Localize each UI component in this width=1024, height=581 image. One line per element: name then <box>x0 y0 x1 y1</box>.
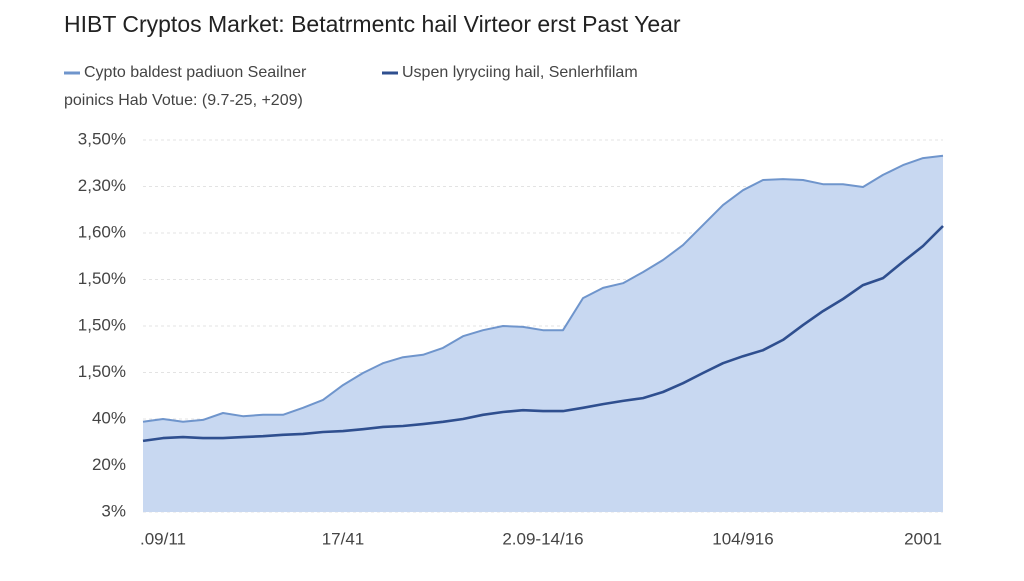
x-tick-label: 2001 <box>904 529 942 548</box>
x-tick-label: .09/11 <box>140 529 186 548</box>
y-tick-label: 1,50% <box>78 315 126 334</box>
y-tick-label: 2,30% <box>78 176 126 195</box>
line <box>142 154 944 423</box>
y-tick-label: 20% <box>92 455 126 474</box>
y-tick-label: 3% <box>101 501 126 520</box>
x-tick-label: 17/41 <box>322 529 365 548</box>
chart-subtitle: poinics Hab Votue: (9.7-25, +209) <box>64 92 303 109</box>
chart-title: HIBT Cryptos Market: Betatrmentc hail Vi… <box>64 11 681 37</box>
y-tick-label: 1,50% <box>78 269 126 288</box>
x-tick-label: 104/916 <box>712 529 773 548</box>
area-fill <box>143 155 943 513</box>
line <box>142 225 944 443</box>
y-tick-label: 1,60% <box>78 222 126 241</box>
x-tick-label: 2.09-14/16 <box>502 529 583 548</box>
y-tick-label: 3,50% <box>78 129 126 148</box>
legend-label: Cypto baldest padiuon Seailner <box>84 64 307 81</box>
y-tick-label: 40% <box>92 408 126 427</box>
y-tick-label: 1,50% <box>78 362 126 381</box>
legend-label: Uspen lyryciing hail, Senlerhfilam <box>402 64 638 81</box>
